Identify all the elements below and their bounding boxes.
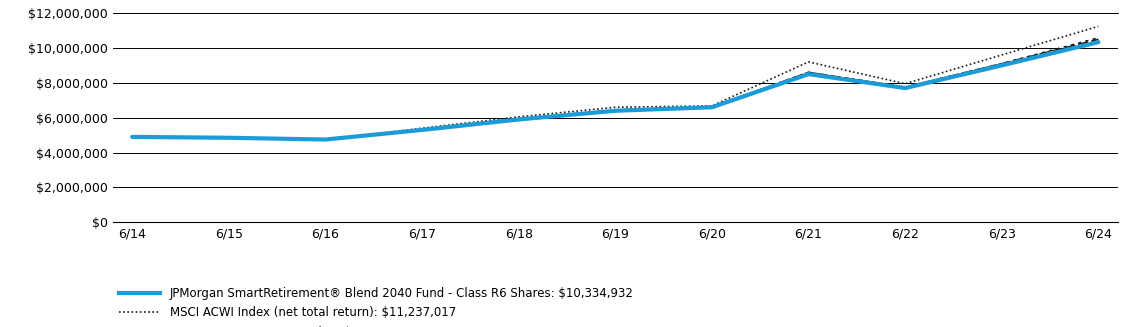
JPMorgan SmartRetirement® Blend 2040 Fund - Class R6 Shares: $10,334,932: (0, 4.9e+06): $10,334,932: (0, 4.9e+06) bbox=[125, 135, 139, 139]
JPMorgan SmartRetirement Blend 2040 Composite Benchmark: $10,581,152: (8, 7.75e+06): $10,581,152: (8, 7.75e+06) bbox=[899, 85, 912, 89]
MSCI ACWI Index (net total return): $11,237,017: (5, 6.6e+06): $11,237,017: (5, 6.6e+06) bbox=[609, 105, 622, 109]
S&P Target Date 2040 Index: $10,493,477: (4, 5.94e+06): $10,493,477: (4, 5.94e+06) bbox=[511, 117, 525, 121]
JPMorgan SmartRetirement Blend 2040 Composite Benchmark: $10,581,152: (2, 4.74e+06): $10,581,152: (2, 4.74e+06) bbox=[318, 138, 332, 142]
JPMorgan SmartRetirement® Blend 2040 Fund - Class R6 Shares: $10,334,932: (4, 5.9e+06): $10,334,932: (4, 5.9e+06) bbox=[511, 117, 525, 121]
JPMorgan SmartRetirement® Blend 2040 Fund - Class R6 Shares: $10,334,932: (6, 6.6e+06): $10,334,932: (6, 6.6e+06) bbox=[706, 105, 719, 109]
S&P Target Date 2040 Index: $10,493,477: (3, 5.33e+06): $10,493,477: (3, 5.33e+06) bbox=[415, 128, 429, 131]
MSCI ACWI Index (net total return): $11,237,017: (7, 9.2e+06): $11,237,017: (7, 9.2e+06) bbox=[802, 60, 815, 64]
S&P Target Date 2040 Index: $10,493,477: (1, 4.86e+06): $10,493,477: (1, 4.86e+06) bbox=[222, 136, 236, 140]
JPMorgan SmartRetirement® Blend 2040 Fund - Class R6 Shares: $10,334,932: (10, 1.03e+07): $10,334,932: (10, 1.03e+07) bbox=[1092, 40, 1105, 44]
JPMorgan SmartRetirement Blend 2040 Composite Benchmark: $10,581,152: (10, 1.06e+07): $10,581,152: (10, 1.06e+07) bbox=[1092, 36, 1105, 40]
Line: S&P Target Date 2040 Index: $10,493,477: S&P Target Date 2040 Index: $10,493,477 bbox=[132, 39, 1099, 140]
JPMorgan SmartRetirement Blend 2040 Composite Benchmark: $10,581,152: (5, 6.44e+06): $10,581,152: (5, 6.44e+06) bbox=[609, 108, 622, 112]
MSCI ACWI Index (net total return): $11,237,017: (6, 6.68e+06): $11,237,017: (6, 6.68e+06) bbox=[706, 104, 719, 108]
JPMorgan SmartRetirement® Blend 2040 Fund - Class R6 Shares: $10,334,932: (5, 6.4e+06): $10,334,932: (5, 6.4e+06) bbox=[609, 109, 622, 113]
JPMorgan SmartRetirement® Blend 2040 Fund - Class R6 Shares: $10,334,932: (1, 4.85e+06): $10,334,932: (1, 4.85e+06) bbox=[222, 136, 236, 140]
Line: JPMorgan SmartRetirement® Blend 2040 Fund - Class R6 Shares: $10,334,932: JPMorgan SmartRetirement® Blend 2040 Fun… bbox=[132, 42, 1099, 140]
MSCI ACWI Index (net total return): $11,237,017: (2, 4.72e+06): $11,237,017: (2, 4.72e+06) bbox=[318, 138, 332, 142]
JPMorgan SmartRetirement Blend 2040 Composite Benchmark: $10,581,152: (4, 5.94e+06): $10,581,152: (4, 5.94e+06) bbox=[511, 117, 525, 121]
JPMorgan SmartRetirement Blend 2040 Composite Benchmark: $10,581,152: (9, 9.1e+06): $10,581,152: (9, 9.1e+06) bbox=[995, 62, 1008, 66]
S&P Target Date 2040 Index: $10,493,477: (9, 9.1e+06): $10,493,477: (9, 9.1e+06) bbox=[995, 62, 1008, 66]
Legend: JPMorgan SmartRetirement® Blend 2040 Fund - Class R6 Shares: $10,334,932, MSCI A: JPMorgan SmartRetirement® Blend 2040 Fun… bbox=[119, 287, 633, 327]
MSCI ACWI Index (net total return): $11,237,017: (8, 7.95e+06): $11,237,017: (8, 7.95e+06) bbox=[899, 82, 912, 86]
JPMorgan SmartRetirement Blend 2040 Composite Benchmark: $10,581,152: (7, 8.6e+06): $10,581,152: (7, 8.6e+06) bbox=[802, 70, 815, 74]
JPMorgan SmartRetirement Blend 2040 Composite Benchmark: $10,581,152: (0, 4.91e+06): $10,581,152: (0, 4.91e+06) bbox=[125, 135, 139, 139]
S&P Target Date 2040 Index: $10,493,477: (10, 1.05e+07): $10,493,477: (10, 1.05e+07) bbox=[1092, 37, 1105, 41]
JPMorgan SmartRetirement Blend 2040 Composite Benchmark: $10,581,152: (3, 5.33e+06): $10,581,152: (3, 5.33e+06) bbox=[415, 128, 429, 131]
S&P Target Date 2040 Index: $10,493,477: (7, 8.6e+06): $10,493,477: (7, 8.6e+06) bbox=[802, 70, 815, 74]
MSCI ACWI Index (net total return): $11,237,017: (0, 4.93e+06): $11,237,017: (0, 4.93e+06) bbox=[125, 134, 139, 138]
JPMorgan SmartRetirement® Blend 2040 Fund - Class R6 Shares: $10,334,932: (2, 4.75e+06): $10,334,932: (2, 4.75e+06) bbox=[318, 138, 332, 142]
MSCI ACWI Index (net total return): $11,237,017: (3, 5.4e+06): $11,237,017: (3, 5.4e+06) bbox=[415, 126, 429, 130]
MSCI ACWI Index (net total return): $11,237,017: (1, 4.88e+06): $11,237,017: (1, 4.88e+06) bbox=[222, 135, 236, 139]
JPMorgan SmartRetirement® Blend 2040 Fund - Class R6 Shares: $10,334,932: (9, 9e+06): $10,334,932: (9, 9e+06) bbox=[995, 63, 1008, 67]
S&P Target Date 2040 Index: $10,493,477: (2, 4.74e+06): $10,493,477: (2, 4.74e+06) bbox=[318, 138, 332, 142]
Line: MSCI ACWI Index (net total return): $11,237,017: MSCI ACWI Index (net total return): $11,… bbox=[132, 26, 1099, 140]
S&P Target Date 2040 Index: $10,493,477: (0, 4.91e+06): $10,493,477: (0, 4.91e+06) bbox=[125, 135, 139, 139]
MSCI ACWI Index (net total return): $11,237,017: (9, 9.6e+06): $11,237,017: (9, 9.6e+06) bbox=[995, 53, 1008, 57]
JPMorgan SmartRetirement Blend 2040 Composite Benchmark: $10,581,152: (1, 4.86e+06): $10,581,152: (1, 4.86e+06) bbox=[222, 136, 236, 140]
JPMorgan SmartRetirement® Blend 2040 Fund - Class R6 Shares: $10,334,932: (8, 7.7e+06): $10,334,932: (8, 7.7e+06) bbox=[899, 86, 912, 90]
JPMorgan SmartRetirement Blend 2040 Composite Benchmark: $10,581,152: (6, 6.62e+06): $10,581,152: (6, 6.62e+06) bbox=[706, 105, 719, 109]
JPMorgan SmartRetirement® Blend 2040 Fund - Class R6 Shares: $10,334,932: (7, 8.5e+06): $10,334,932: (7, 8.5e+06) bbox=[802, 72, 815, 76]
MSCI ACWI Index (net total return): $11,237,017: (4, 6.05e+06): $11,237,017: (4, 6.05e+06) bbox=[511, 115, 525, 119]
JPMorgan SmartRetirement® Blend 2040 Fund - Class R6 Shares: $10,334,932: (3, 5.3e+06): $10,334,932: (3, 5.3e+06) bbox=[415, 128, 429, 132]
Line: JPMorgan SmartRetirement Blend 2040 Composite Benchmark: $10,581,152: JPMorgan SmartRetirement Blend 2040 Comp… bbox=[132, 38, 1099, 140]
S&P Target Date 2040 Index: $10,493,477: (6, 6.62e+06): $10,493,477: (6, 6.62e+06) bbox=[706, 105, 719, 109]
S&P Target Date 2040 Index: $10,493,477: (5, 6.44e+06): $10,493,477: (5, 6.44e+06) bbox=[609, 108, 622, 112]
MSCI ACWI Index (net total return): $11,237,017: (10, 1.12e+07): $11,237,017: (10, 1.12e+07) bbox=[1092, 25, 1105, 28]
S&P Target Date 2040 Index: $10,493,477: (8, 7.75e+06): $10,493,477: (8, 7.75e+06) bbox=[899, 85, 912, 89]
